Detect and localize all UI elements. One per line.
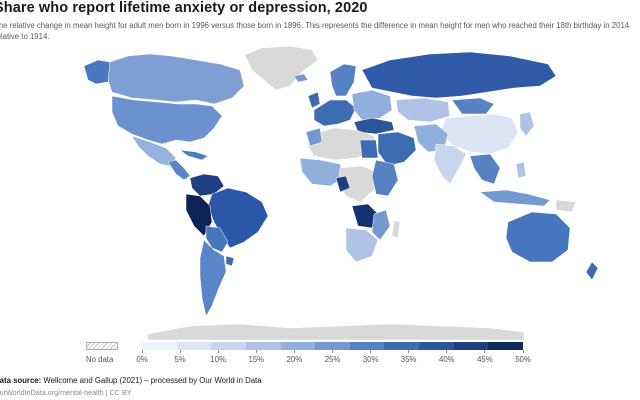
legend-segment	[176, 342, 212, 350]
legend-tick-label: 20%	[286, 355, 303, 364]
region-morocco	[305, 127, 323, 147]
region-mongolia	[451, 97, 495, 115]
region-caribbean	[179, 149, 209, 161]
region-australia	[505, 211, 571, 263]
legend-tick-label: 40%	[438, 355, 455, 364]
legend-segment	[419, 342, 454, 350]
region-argentina-chile	[199, 239, 227, 317]
region-canada	[107, 53, 245, 105]
region-east-africa	[371, 159, 399, 197]
region-mexico	[131, 135, 177, 167]
legend-tick-label: 35%	[400, 355, 417, 364]
chart-subtitle: The relative change in mean height for a…	[0, 21, 630, 41]
legend-segment	[488, 342, 524, 350]
legend-tick-mark	[255, 350, 257, 353]
legend-tick-label: 15%	[248, 355, 265, 364]
region-usa	[111, 95, 223, 145]
legend-segment	[142, 342, 177, 350]
chart-title: Share who report lifetime anxiety or dep…	[0, 0, 368, 16]
region-new-zealand	[585, 261, 599, 281]
region-central-asia	[395, 97, 451, 123]
legend-tick-mark	[141, 350, 143, 353]
legend-tick-mark	[332, 350, 333, 353]
region-western-europe	[313, 99, 357, 127]
legend-tick-mark	[179, 350, 181, 353]
legend-segment	[211, 342, 246, 350]
legend-tick-label: 0%	[136, 355, 148, 364]
legend-tick-label: 5%	[174, 355, 186, 364]
region-southern-africa	[345, 227, 379, 263]
region-madagascar	[391, 219, 401, 239]
legend-tick-label: 10%	[210, 355, 226, 364]
region-southeast-asia	[469, 153, 501, 185]
legend-tick-label: 30%	[362, 355, 379, 364]
legend-segment	[349, 342, 385, 350]
source-label: Data source:	[0, 376, 42, 385]
legend-tick-label: 45%	[477, 355, 493, 364]
legend-segment	[315, 342, 350, 350]
legend-tick-mark	[293, 350, 295, 353]
region-png	[555, 199, 577, 213]
legend-tick-mark	[522, 350, 524, 353]
region-mozambique	[371, 209, 391, 241]
legend-tick-label: 25%	[324, 355, 341, 364]
region-greenland	[244, 45, 319, 91]
region-antarctica	[147, 323, 525, 341]
region-cameroon	[335, 175, 351, 193]
legend-segment	[245, 342, 281, 350]
region-india	[433, 143, 467, 185]
legend-tick-label: 50%	[515, 355, 531, 364]
legend-color-scale	[142, 342, 524, 350]
footer-link[interactable]: OurWorldInData.org/mental-health | CC BY	[0, 388, 132, 397]
legend-tick-mark	[446, 350, 448, 353]
region-philippines	[515, 161, 527, 179]
legend-tick-mark	[408, 350, 410, 353]
region-china	[439, 113, 519, 155]
legend-no-data-swatch	[86, 342, 118, 350]
legend-tick-mark	[484, 350, 486, 353]
region-russia	[361, 51, 557, 99]
source-text: Wellcome and Gallup (2021) – processed b…	[43, 376, 262, 385]
region-iceland	[293, 73, 309, 83]
legend-tick-mark	[217, 350, 219, 353]
region-uk	[307, 91, 321, 109]
region-uruguay	[225, 255, 235, 267]
legend-segment	[453, 342, 489, 350]
region-bolivia	[205, 225, 229, 253]
region-japan	[519, 111, 535, 137]
footer-source: Data source: Wellcome and Gallup (2021) …	[0, 376, 262, 385]
legend-segment	[384, 342, 420, 350]
region-middle-east	[377, 131, 417, 167]
region-scandinavia	[329, 63, 357, 97]
region-egypt	[359, 139, 379, 159]
region-colombia-venezuela	[189, 173, 225, 197]
legend-segment	[280, 342, 316, 350]
legend-no-data-label: No data	[86, 355, 114, 364]
region-central-america	[167, 159, 191, 181]
region-eastern-europe	[351, 89, 393, 121]
region-indonesia	[479, 189, 551, 207]
legend-tick-mark	[370, 350, 372, 353]
